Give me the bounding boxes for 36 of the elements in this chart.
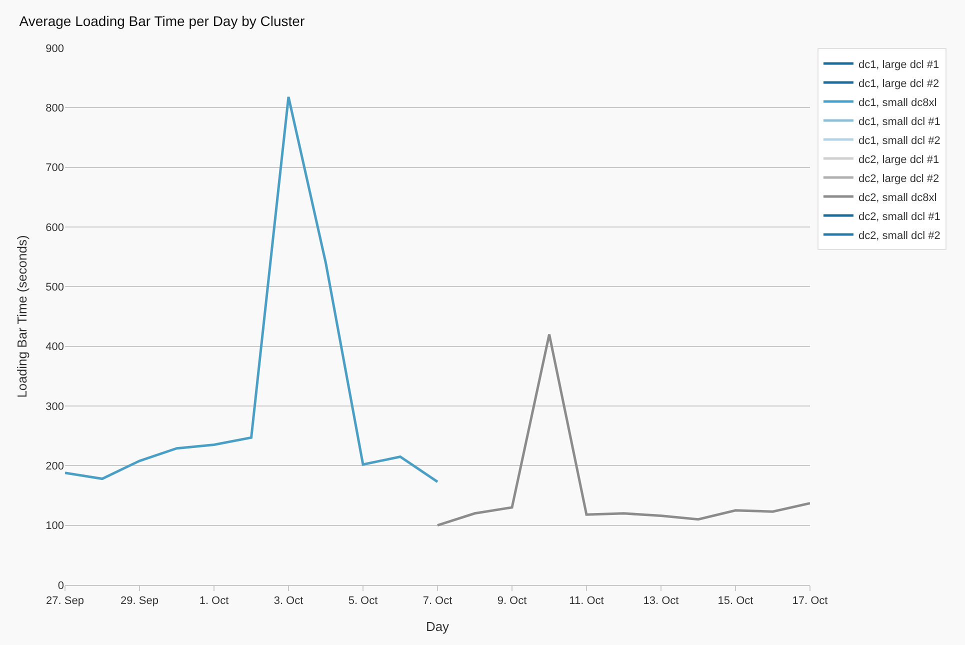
y-tick-label: 300 [46,400,64,413]
legend-label: dc2, large dcl #2 [858,172,940,185]
y-axis-title: Loading Bar Time (seconds) [14,235,30,398]
x-tick-label: 15. Oct [718,595,754,608]
x-tick-label: 27. Sep [46,595,84,608]
y-tick-label: 500 [46,282,64,294]
y-tick-label: 100 [46,520,64,532]
x-tick-label: 29. Sep [120,595,158,608]
legend-label: dc1, small dcl #2 [858,134,940,147]
legend-label: dc1, large dcl #2 [858,78,940,90]
legend-label: dc1, large dcl #1 [858,58,940,71]
chart-title: Average Loading Bar Time per Day by Cluster [19,12,305,29]
x-axis-title: Day [426,618,450,634]
y-tick-label: 600 [46,222,64,234]
y-tick-label: 400 [46,341,64,354]
y-tick-label: 700 [46,162,64,174]
line-series [65,96,439,484]
x-tick-label: 13. Oct [643,595,679,608]
x-tick-label: 7. Oct [422,595,452,608]
y-tick-label: 0 [58,580,64,592]
legend-label: dc2, large dcl #1 [858,154,940,166]
legend-label: dc2, small dcl #2 [858,230,940,242]
x-tick-label: 9. Oct [497,595,527,608]
line-series [436,333,810,527]
y-tick-label: 800 [46,102,64,115]
legend-label: dc2, small dc8xl [858,192,937,204]
x-tick-label: 3. Oct [274,595,304,608]
x-tick-label: 5. Oct [348,595,378,608]
legend-label: dc2, small dcl #1 [858,210,940,223]
y-tick-label: 900 [46,42,64,55]
y-tick-label: 200 [46,460,64,473]
legend-label: dc1, small dc8xl [858,96,937,109]
x-tick-label: 17. Oct [792,595,828,608]
legend-label: dc1, small dcl #1 [858,116,940,128]
x-tick-label: 1. Oct [199,595,229,608]
x-tick-label: 11. Oct [569,595,604,608]
